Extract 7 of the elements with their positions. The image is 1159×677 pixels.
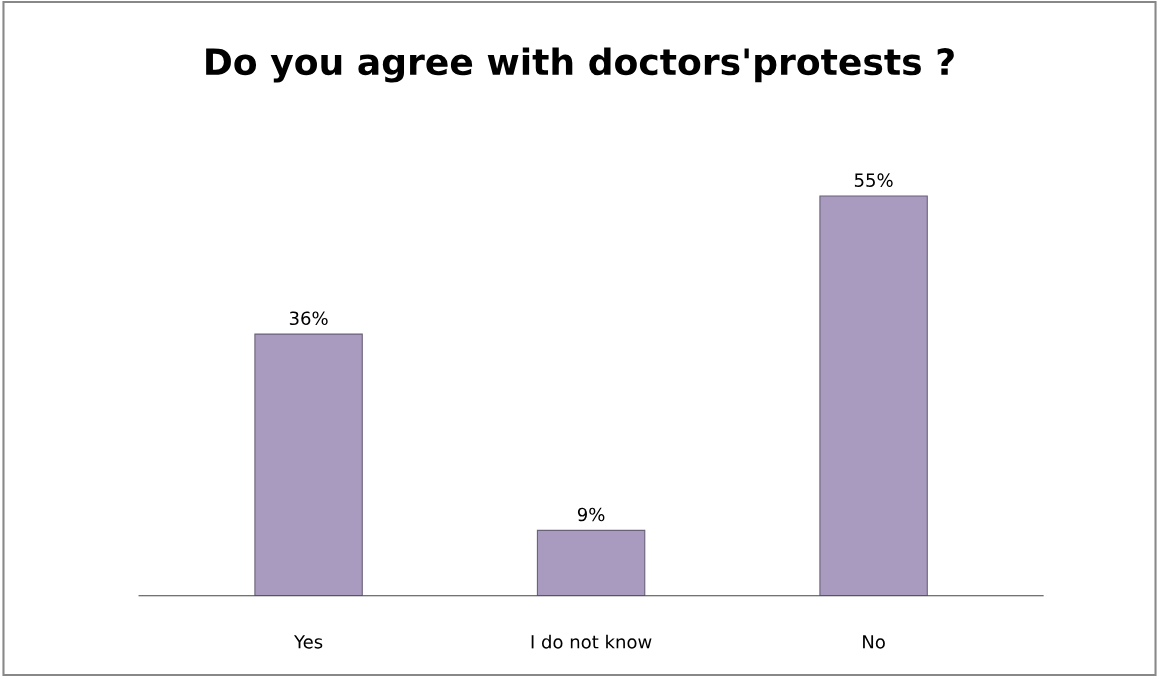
- x-tick-label: Yes: [293, 635, 323, 649]
- chart-title: Do you agree with doctors'protests ?: [206, 47, 954, 83]
- x-tick-label: I do not know: [531, 634, 652, 649]
- data-label: 9%: [577, 507, 605, 522]
- data-label: 36%: [289, 311, 328, 326]
- x-tick-label: No: [863, 635, 885, 649]
- data-label: 55%: [854, 173, 893, 187]
